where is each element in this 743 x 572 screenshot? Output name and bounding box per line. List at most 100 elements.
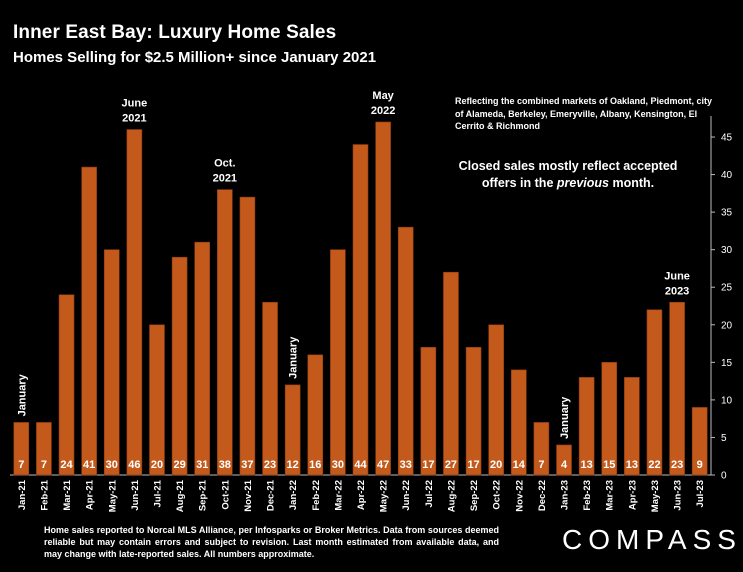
data-label: 17 xyxy=(467,459,479,471)
bar xyxy=(171,256,188,476)
bar xyxy=(126,129,143,476)
x-tick-label: Jul-23 xyxy=(695,480,706,507)
x-tick-label: Apr-21 xyxy=(85,479,96,510)
x-tick-label: Apr-22 xyxy=(356,480,367,510)
x-tick-label: Jul-22 xyxy=(424,480,435,507)
data-label: 20 xyxy=(151,459,163,471)
data-label: 9 xyxy=(697,459,703,471)
bar xyxy=(397,226,414,476)
data-label: 37 xyxy=(241,459,253,471)
bar xyxy=(691,407,708,476)
bar xyxy=(284,384,301,476)
annotation-label: 2021 xyxy=(122,113,146,125)
closed-sales-note-em: previous xyxy=(556,176,609,190)
disclaimer: Home sales reported to Norcal MLS Allian… xyxy=(44,525,499,559)
data-label: 22 xyxy=(648,459,660,471)
x-tick-label: May-21 xyxy=(107,479,118,512)
data-label: 13 xyxy=(626,459,638,471)
y-tick-label: 15 xyxy=(721,358,733,369)
x-tick-label: Nov-22 xyxy=(514,480,525,512)
closed-sales-note-post: month. xyxy=(608,176,655,190)
bar xyxy=(601,362,618,476)
data-label: 23 xyxy=(264,459,276,471)
bar xyxy=(13,422,30,476)
bar xyxy=(443,271,459,476)
data-label: 16 xyxy=(309,459,321,471)
data-label: 15 xyxy=(603,459,615,471)
x-tick-label: May-23 xyxy=(650,480,661,512)
x-tick-label: Jan-21 xyxy=(17,479,28,510)
y-tick-label: 25 xyxy=(721,283,733,294)
x-tick-label: Mar-22 xyxy=(333,480,344,511)
annotation-label: 2022 xyxy=(371,105,395,117)
annotation-label: January xyxy=(16,373,28,416)
data-label: 17 xyxy=(422,459,434,471)
bar xyxy=(578,377,595,476)
data-label: 4 xyxy=(561,459,568,471)
bar xyxy=(262,301,278,476)
bar xyxy=(103,249,120,476)
x-tick-label: May-22 xyxy=(379,480,390,512)
bar xyxy=(375,121,391,476)
data-label: 24 xyxy=(60,459,73,471)
annotation-label: January xyxy=(559,396,571,439)
x-tick-label: Jan-23 xyxy=(560,480,571,510)
data-label: 7 xyxy=(41,459,47,471)
y-tick-label: 20 xyxy=(721,320,733,331)
x-tick-label: Jun-22 xyxy=(401,480,412,511)
data-label: 41 xyxy=(83,459,95,471)
x-tick-label: Sep-22 xyxy=(469,480,480,511)
data-label: 30 xyxy=(332,459,344,471)
data-label: 12 xyxy=(287,459,299,471)
chart-subtitle: Homes Selling for $2.5 Million+ since Ja… xyxy=(13,49,377,66)
bar xyxy=(465,347,482,476)
bar xyxy=(510,369,527,476)
x-tick-label: Nov-21 xyxy=(243,479,254,511)
annotation-label: May xyxy=(372,90,394,102)
bar xyxy=(239,196,256,476)
bar xyxy=(669,301,685,476)
x-tick-label: Feb-21 xyxy=(39,479,50,510)
x-tick-label: Feb-23 xyxy=(582,480,593,511)
y-tick-label: 10 xyxy=(721,395,733,406)
bar xyxy=(81,166,97,476)
data-label: 29 xyxy=(173,459,185,471)
y-tick-label: 40 xyxy=(721,170,733,181)
bar xyxy=(352,144,369,476)
x-tick-label: Dec-22 xyxy=(537,480,548,511)
annotation-label: January xyxy=(288,336,300,379)
bar xyxy=(194,241,211,476)
x-tick-label: Mar-23 xyxy=(605,480,616,511)
bar xyxy=(556,444,572,476)
bar xyxy=(217,189,233,476)
x-tick-label: Apr-23 xyxy=(627,480,638,510)
data-label: 31 xyxy=(196,459,208,471)
x-tick-label: Mar-21 xyxy=(62,479,73,510)
annotation-label: 2021 xyxy=(213,173,237,185)
y-tick-label: 0 xyxy=(721,471,727,482)
x-tick-label: Oct-22 xyxy=(492,480,503,510)
x-tick-label: Oct-21 xyxy=(220,479,231,509)
data-label: 13 xyxy=(581,459,593,471)
x-tick-label: Sep-21 xyxy=(198,479,209,511)
data-label: 7 xyxy=(538,459,544,471)
x-tick-label: Aug-21 xyxy=(175,479,186,512)
annotation-label: Oct. xyxy=(214,158,235,170)
x-tick-label: Jun-23 xyxy=(673,480,684,511)
bar xyxy=(307,354,324,476)
bar xyxy=(646,309,663,476)
y-tick-label: 45 xyxy=(721,133,733,144)
markets-note: Reflecting the combined markets of Oakla… xyxy=(455,96,713,131)
data-label: 27 xyxy=(445,459,457,471)
x-tick-label: Feb-22 xyxy=(311,480,322,511)
data-label: 38 xyxy=(219,459,231,471)
data-label: 33 xyxy=(400,459,412,471)
bar xyxy=(330,249,346,476)
bar xyxy=(488,324,504,476)
annotation-label: June xyxy=(122,98,148,110)
bar xyxy=(420,347,437,476)
annotation-label: 2023 xyxy=(665,285,689,297)
bar xyxy=(624,377,640,476)
bar xyxy=(149,324,165,476)
